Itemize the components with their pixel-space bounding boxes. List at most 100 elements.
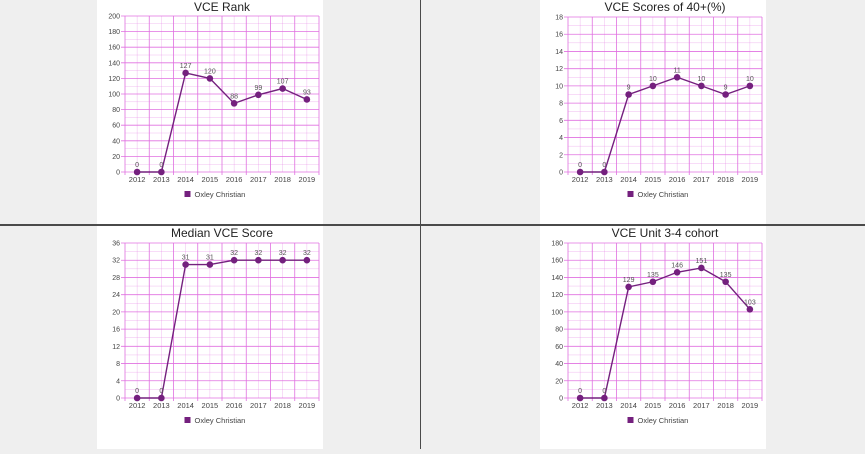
data-point[interactable] (279, 85, 286, 92)
series-line (137, 72, 308, 173)
chart-panel-vce-rank: VCE Rank 0 20 40 60 80 100 120 140 160 180 200 2012 2… (97, 0, 323, 224)
data-point[interactable] (649, 82, 657, 90)
y-tick-label: 8 (559, 101, 563, 108)
data-point[interactable] (206, 75, 214, 82)
y-tick-label: 100 (551, 309, 563, 316)
y-tick-label: 120 (551, 292, 563, 299)
x-tick-label: 2017 (693, 401, 710, 410)
x-tick-label: 2019 (742, 175, 759, 184)
data-point[interactable] (133, 168, 141, 176)
y-tick-label: 0 (559, 170, 563, 177)
data-point[interactable] (158, 168, 165, 176)
y-tick-label: 14 (555, 49, 563, 56)
x-tick-label: 2016 (669, 401, 686, 410)
x-tick-label: 2014 (620, 401, 637, 410)
x-tick-label: 2019 (299, 401, 316, 410)
data-label: 0 (159, 162, 163, 169)
y-tick-label: 20 (112, 154, 120, 161)
x-tick-label: 2019 (299, 175, 316, 184)
chart-panel-median-vce: Median VCE Score 0 4 8 12 16 20 24 28 32 36 2012 201… (97, 226, 323, 449)
data-label: 0 (602, 388, 606, 395)
y-tick-label: 0 (559, 396, 563, 403)
data-point[interactable] (625, 283, 632, 291)
data-label: 127 (180, 63, 192, 70)
x-tick-label: 2012 (572, 401, 589, 410)
data-point[interactable] (722, 278, 729, 286)
data-point[interactable] (698, 264, 705, 272)
x-tick-label: 2016 (226, 175, 243, 184)
data-label: 0 (602, 162, 606, 169)
y-tick-label: 180 (551, 241, 563, 248)
chart-title: VCE Rank (194, 0, 251, 14)
data-label: 32 (279, 250, 287, 257)
data-label: 0 (578, 388, 582, 395)
data-point[interactable] (255, 256, 262, 264)
data-point[interactable] (255, 91, 262, 99)
data-point[interactable] (206, 261, 214, 268)
x-tick-label: 2013 (596, 401, 613, 410)
y-tick-label: 0 (116, 396, 120, 403)
data-point[interactable] (230, 256, 238, 264)
data-point[interactable] (158, 394, 165, 402)
data-point[interactable] (746, 306, 754, 313)
y-tick-label: 24 (112, 292, 120, 299)
data-label: 11 (673, 67, 680, 74)
data-point[interactable] (722, 91, 729, 98)
y-tick-label: 120 (108, 76, 120, 83)
chart-vce-cohort: VCE Unit 3-4 cohort 0 20 40 60 80 100 120 140 160… (551, 226, 763, 425)
data-label: 10 (746, 76, 754, 83)
y-tick-label: 140 (551, 275, 563, 282)
chart-median-vce: Median VCE Score 0 4 8 12 16 20 24 28 32 36 2012 201… (112, 226, 320, 425)
y-tick-label: 80 (112, 107, 120, 114)
data-point[interactable] (746, 82, 754, 90)
data-point[interactable] (649, 278, 657, 286)
data-point[interactable] (698, 82, 705, 90)
legend-label: Oxley Christian (638, 190, 689, 199)
y-tick-label: 16 (112, 327, 120, 334)
data-point[interactable] (303, 96, 311, 103)
data-point[interactable] (182, 261, 189, 268)
x-tick-label: 2016 (669, 175, 686, 184)
x-tick-label: 2013 (153, 175, 170, 184)
x-tick-label: 2014 (177, 401, 194, 410)
y-tick-label: 20 (555, 378, 563, 385)
y-tick-label: 4 (116, 378, 120, 385)
data-point[interactable] (182, 69, 189, 77)
y-tick-label: 36 (112, 241, 120, 248)
data-point[interactable] (279, 256, 286, 264)
data-label: 0 (159, 388, 163, 395)
y-tick-label: 12 (555, 66, 563, 73)
data-label: 135 (720, 272, 732, 279)
y-tick-label: 160 (551, 258, 563, 265)
data-point[interactable] (673, 268, 681, 276)
data-label: 107 (277, 79, 289, 86)
x-tick-label: 2016 (226, 401, 243, 410)
x-tick-label: 2012 (129, 175, 146, 184)
chart-panel-vce-cohort: VCE Unit 3-4 cohort 0 20 40 60 80 100 120 140 160… (540, 226, 766, 449)
chart-vce-rank: VCE Rank 0 20 40 60 80 100 120 140 160 180 200 2012 2… (108, 0, 320, 199)
x-tick-label: 2017 (250, 175, 267, 184)
data-label: 88 (230, 93, 238, 100)
y-tick-label: 12 (112, 344, 120, 351)
data-label: 9 (724, 85, 728, 92)
data-point[interactable] (673, 73, 681, 81)
data-point[interactable] (576, 168, 584, 176)
data-label: 31 (206, 255, 214, 262)
data-point[interactable] (601, 394, 608, 402)
data-point[interactable] (601, 168, 608, 176)
x-tick-label: 2015 (202, 401, 219, 410)
x-tick-label: 2017 (693, 175, 710, 184)
data-label: 32 (303, 250, 311, 257)
data-point[interactable] (133, 394, 141, 402)
data-point[interactable] (576, 394, 584, 402)
data-point[interactable] (303, 256, 311, 264)
x-tick-label: 2013 (596, 175, 613, 184)
legend-swatch (627, 417, 634, 423)
data-label: 10 (697, 76, 705, 83)
chart-title: Median VCE Score (171, 226, 273, 240)
y-tick-label: 28 (112, 275, 120, 282)
data-point[interactable] (230, 100, 238, 107)
data-point[interactable] (625, 91, 632, 98)
x-tick-label: 2017 (250, 401, 267, 410)
x-tick-label: 2013 (153, 401, 170, 410)
